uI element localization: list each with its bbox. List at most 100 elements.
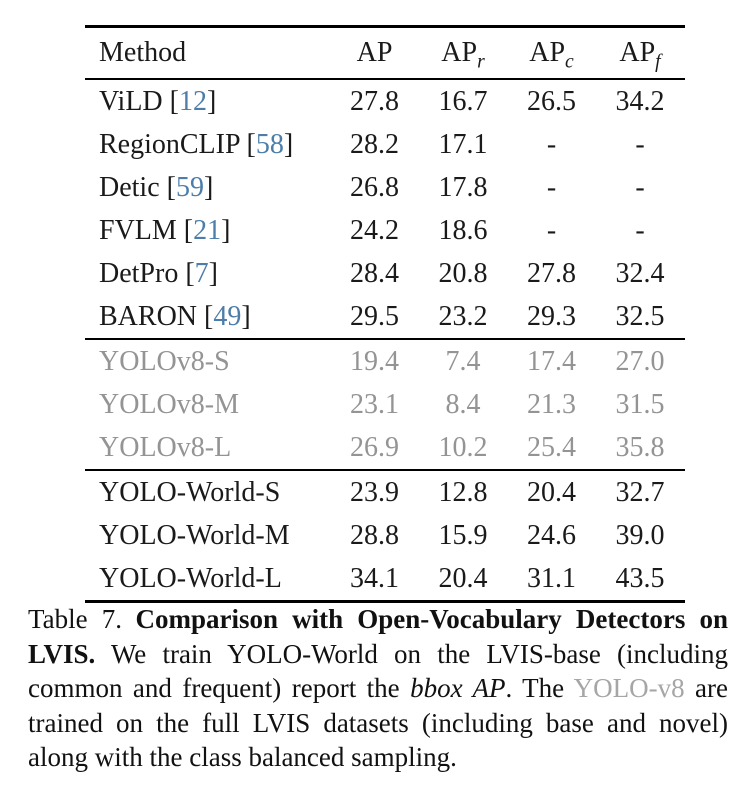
- method-cell: YOLOv8-L: [85, 426, 331, 470]
- table-row-vild: ViLD [12] 27.8 16.7 26.5 34.2: [85, 79, 685, 123]
- value-cell: 31.5: [615, 388, 665, 420]
- table-caption: Table 7. Comparison with Open-Vocabulary…: [28, 602, 728, 775]
- caption-segment-normal: Table 7.: [28, 604, 136, 634]
- value-cell: 43.5: [615, 562, 665, 594]
- table-header: Method AP APr APc APf: [85, 26, 685, 80]
- method-name: RegionCLIP: [99, 128, 240, 160]
- value-cell: 32.5: [615, 300, 665, 332]
- value-cell: 7.4: [418, 338, 508, 383]
- value-cell: 26.8: [350, 171, 399, 203]
- method-name: YOLOv8-M: [99, 388, 239, 420]
- value-cell: 28.4: [350, 257, 399, 289]
- value-cell: 18.6: [438, 214, 488, 246]
- value-cell: 23.2: [438, 300, 488, 332]
- citation-link[interactable]: 58: [255, 128, 284, 160]
- value-cell: 26.9: [350, 431, 399, 463]
- method-cell: YOLO-World-M: [85, 514, 331, 557]
- results-table: Method AP APr APc APf ViLD [12] 27.8 16.7 26.5 3…: [85, 25, 685, 603]
- table-header-row: Method AP APr APc APf: [85, 26, 685, 80]
- caption-segment-bold: Comparison with Open-Vocabulary Detector…: [28, 604, 728, 669]
- method-cell: YOLO-World-L: [85, 557, 331, 602]
- value-cell: 20.8: [438, 257, 488, 289]
- value-cell: 27.0: [595, 338, 685, 383]
- column-header-label: Method: [99, 37, 187, 68]
- value-cell: 8.4: [445, 388, 481, 420]
- method-cell: DetPro [7]: [99, 257, 218, 289]
- value-cell: 21.3: [527, 388, 576, 420]
- value-cell: 23.9: [331, 469, 418, 514]
- value-cell: 26.5: [527, 85, 576, 117]
- value-cell: 20.4: [438, 562, 488, 594]
- results-table-container: Method AP APr APc APf ViLD [12] 27.8 16.7 26.5 3…: [85, 25, 685, 603]
- value-cell: 35.8: [615, 431, 665, 463]
- table-row-fvlm: FVLM [21] 24.2 18.6 - -: [85, 209, 685, 252]
- citation-link[interactable]: 59: [175, 171, 204, 203]
- citation-link[interactable]: 12: [178, 85, 207, 117]
- value-cell: 10.2: [438, 431, 488, 463]
- value-cell: 28.8: [350, 519, 399, 551]
- table-row-yolo-world-l: YOLO-World-L 34.1 20.4 31.1 43.5: [85, 557, 685, 602]
- method-name: YOLO-World-S: [99, 476, 281, 508]
- caption-segment-normal: . The: [505, 673, 574, 703]
- table-row-detic: Detic [59] 26.8 17.8 - -: [85, 166, 685, 209]
- value-cell: -: [546, 214, 557, 246]
- method-cell: RegionCLIP [58]: [99, 128, 294, 160]
- table-row-yolov8-l: YOLOv8-L 26.9 10.2 25.4 35.8: [85, 426, 685, 470]
- value-cell: 23.1: [350, 388, 399, 420]
- citation-link[interactable]: 7: [194, 257, 209, 289]
- value-cell: 15.9: [438, 519, 488, 551]
- column-header-subscript: f: [655, 51, 661, 73]
- value-cell: -: [635, 214, 645, 246]
- value-cell: 32.7: [595, 469, 685, 514]
- method-cell: Detic [59]: [99, 171, 214, 203]
- value-cell: -: [546, 128, 557, 160]
- method-name: YOLOv8-S: [99, 345, 230, 377]
- table-row-baron: BARON [49] 29.5 23.2 29.3 32.5: [85, 295, 685, 339]
- column-header-apc: APc: [508, 26, 595, 80]
- value-cell: 20.4: [508, 469, 595, 514]
- table-row-yolo-world-m: YOLO-World-M 28.8 15.9 24.6 39.0: [85, 514, 685, 557]
- table-row-yolo-world-s: YOLO-World-S 23.9 12.8 20.4 32.7: [85, 469, 685, 514]
- column-header-label: AP: [529, 37, 566, 68]
- citation-link[interactable]: 21: [193, 214, 222, 246]
- citation-link[interactable]: 49: [213, 300, 242, 332]
- column-header-ap: AP: [331, 26, 418, 80]
- method-cell: ViLD [12]: [99, 85, 217, 117]
- table-row-yolov8-s: YOLOv8-S 19.4 7.4 17.4 27.0: [85, 338, 685, 383]
- value-cell: 25.4: [527, 431, 576, 463]
- table-row-regionclip: RegionCLIP [58] 28.2 17.1 - -: [85, 123, 685, 166]
- column-header-method: Method: [85, 26, 331, 80]
- value-cell: 34.1: [350, 562, 399, 594]
- table-row-yolov8-m: YOLOv8-M 23.1 8.4 21.3 31.5: [85, 383, 685, 426]
- value-cell: 27.8: [527, 257, 576, 289]
- column-header-apr: APr: [418, 26, 508, 80]
- table-body: ViLD [12] 27.8 16.7 26.5 34.2 RegionCLIP [58]…: [85, 79, 685, 602]
- value-cell: 19.4: [331, 338, 418, 383]
- value-cell: -: [635, 171, 645, 203]
- value-cell: 16.7: [438, 85, 488, 117]
- value-cell: -: [546, 171, 557, 203]
- method-name: Detic: [99, 171, 160, 203]
- value-cell: 28.2: [350, 128, 399, 160]
- value-cell: 24.2: [350, 214, 399, 246]
- table-row-detpro: DetPro [7] 28.4 20.8 27.8 32.4: [85, 252, 685, 295]
- column-header-subscript: r: [477, 51, 485, 73]
- column-header-apf: APf: [595, 26, 685, 80]
- column-header-label: AP: [441, 37, 478, 68]
- value-cell: 24.6: [527, 519, 576, 551]
- value-cell: 29.3: [527, 300, 576, 332]
- method-cell: YOLO-World-S: [85, 469, 331, 514]
- method-name: BARON: [99, 300, 198, 332]
- method-name: FVLM: [99, 214, 177, 246]
- method-name: YOLO-World-L: [99, 562, 282, 594]
- value-cell: 39.0: [615, 519, 665, 551]
- value-cell: 29.5: [350, 300, 399, 332]
- method-cell: BARON [49]: [99, 300, 251, 332]
- caption-segment-gray: YOLO-v8: [573, 673, 685, 703]
- value-cell: 17.1: [438, 128, 488, 160]
- value-cell: 17.4: [508, 338, 595, 383]
- column-header-label: AP: [619, 37, 656, 68]
- column-header-label: AP: [356, 37, 393, 68]
- value-cell: 17.8: [438, 171, 488, 203]
